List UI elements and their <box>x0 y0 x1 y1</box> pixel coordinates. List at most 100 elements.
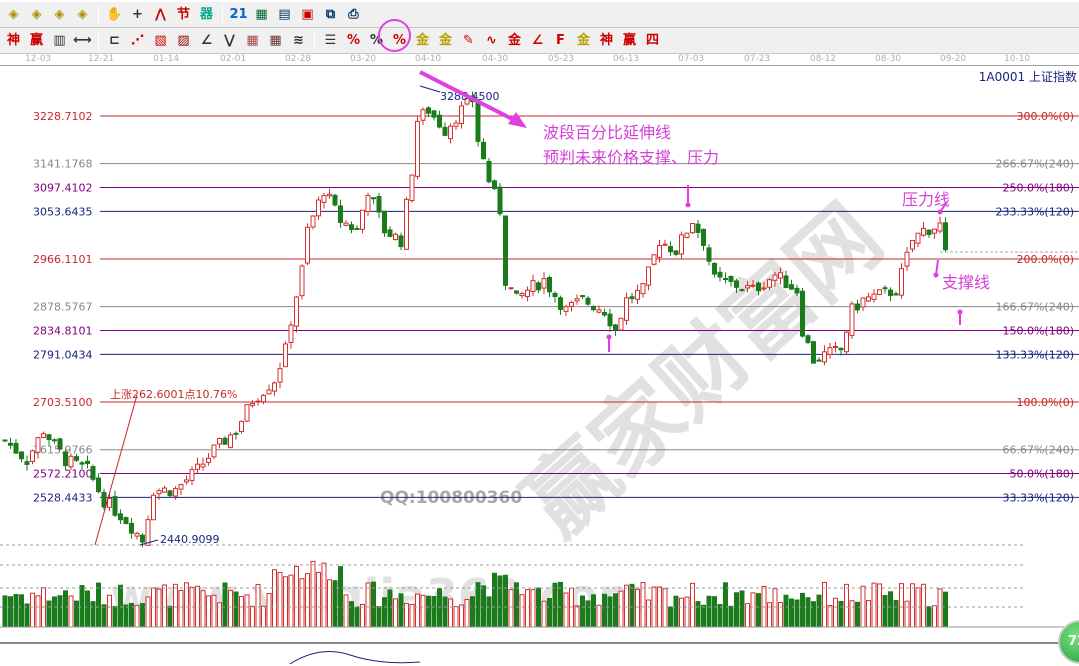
volume-bar <box>151 587 156 628</box>
volume-bar <box>277 571 283 628</box>
angle-fan-icon[interactable]: ∠ <box>531 33 544 48</box>
gold-lines-icon[interactable]: 金 <box>438 33 452 48</box>
candle-body <box>217 438 222 445</box>
candle-body <box>255 400 261 403</box>
section-icon[interactable]: 节 <box>176 7 190 22</box>
candle-body <box>52 439 57 442</box>
candle-body <box>580 295 585 298</box>
parallel-lines-icon[interactable]: ≋ <box>293 33 304 48</box>
gold-box-icon[interactable]: 金 <box>507 33 521 48</box>
candlestick-chart[interactable]: 赢家财富网www.yingjia360.comQQ:1008003603228.… <box>0 66 1079 666</box>
volume-bar <box>112 605 118 628</box>
fan-box-icon[interactable]: ▧ <box>154 33 167 48</box>
wave-icon[interactable]: ⋁ <box>224 33 235 48</box>
candle-body <box>624 297 629 321</box>
volume-bar <box>415 593 420 628</box>
volume-bar <box>365 582 371 628</box>
resistance-label: 压力线 <box>902 190 950 209</box>
candle-body <box>272 382 277 392</box>
move-arrows-icon[interactable]: ◈ <box>54 7 65 22</box>
crosshair-icon[interactable]: + <box>132 7 143 22</box>
volume-bar <box>547 597 552 628</box>
line-draw-icon[interactable]: ⋀ <box>155 7 166 22</box>
candle-body <box>921 227 926 236</box>
volume-bar <box>910 583 915 628</box>
four-angle-icon[interactable]: 四 <box>645 33 659 48</box>
candle-body <box>123 517 129 525</box>
annotation-title: 波段百分比延伸线 <box>543 123 671 142</box>
watermark-qq: QQ:100800360 <box>380 488 522 508</box>
volume-bar <box>937 588 943 628</box>
volume-bar <box>409 603 415 628</box>
candle-body <box>41 433 46 438</box>
small-arrowhead <box>937 209 943 215</box>
pen-icon[interactable]: ✎ <box>463 33 474 48</box>
level-percent-label: 100.0%(0) <box>1016 396 1074 409</box>
fan-lines-icon[interactable]: ⋰ <box>131 33 144 48</box>
candle-body <box>794 287 800 294</box>
date-tick: 08-12 <box>810 54 837 64</box>
volume-bar <box>35 595 41 628</box>
volume-bar <box>816 594 822 628</box>
fan-grid-icon[interactable]: ▨ <box>177 33 190 48</box>
level-lines-icon[interactable]: ☰ <box>324 33 337 48</box>
rise-measure-line <box>94 394 138 546</box>
volume-bar <box>145 596 151 628</box>
ruler-icon[interactable]: ▥ <box>53 33 66 48</box>
candle-body <box>19 451 24 460</box>
grid-icon[interactable]: ▦ <box>246 33 259 48</box>
candle-body <box>442 126 448 136</box>
volume-bar <box>349 601 354 628</box>
gold-angle-icon[interactable]: 金 <box>576 33 590 48</box>
volume-bar <box>371 581 376 628</box>
box-icon[interactable]: ⊏ <box>109 33 120 48</box>
date-axis: 12-03 12-21 01-14 02-01 02-28 03-20 04-10 04-30… <box>0 54 1079 66</box>
date-tick: 10-10 <box>1004 54 1031 64</box>
candle-body <box>360 209 365 230</box>
indicator-icon[interactable]: 器 <box>199 7 213 22</box>
candle-body <box>118 513 123 521</box>
print-icon[interactable]: ⎙ <box>348 7 359 22</box>
network-icon[interactable]: ⧉ <box>325 7 336 22</box>
zoom-in-arrows-icon[interactable]: ◈ <box>8 7 19 22</box>
candle-body <box>778 272 783 279</box>
volume-bar <box>624 584 629 628</box>
volume-bar <box>299 578 305 628</box>
grid-box-icon[interactable]: ▦ <box>269 33 282 48</box>
candle-body <box>173 488 178 497</box>
angle-line-icon[interactable]: ∠ <box>200 33 213 48</box>
calendar-icon[interactable]: 21 <box>229 7 248 22</box>
zoom-out-arrows-icon[interactable]: ◈ <box>31 7 42 22</box>
candle-body <box>459 105 464 124</box>
width-measure-icon[interactable]: ⟷ <box>73 33 92 48</box>
candle-body <box>35 437 41 453</box>
volume-bar <box>46 600 52 628</box>
candle-body <box>96 477 101 493</box>
gold-circle-icon[interactable]: 金 <box>415 33 429 48</box>
candle-body <box>756 282 761 292</box>
volume-bar <box>580 595 585 628</box>
percent-slash-icon[interactable]: % <box>346 33 361 48</box>
volume-bar <box>74 600 79 628</box>
date-tick: 07-03 <box>678 54 705 64</box>
candle-body <box>222 437 228 445</box>
save-icon[interactable]: ▣ <box>301 7 314 22</box>
hand-icon[interactable]: ✋ <box>106 7 123 22</box>
f-angle-icon[interactable]: F <box>556 33 565 48</box>
volume-bar <box>101 604 107 628</box>
volume-bar <box>228 590 233 628</box>
volume-bar <box>563 592 569 628</box>
win-angle-icon[interactable]: 赢 <box>622 33 636 48</box>
candle-body <box>734 280 739 288</box>
report-icon[interactable]: ▤ <box>278 7 291 22</box>
calculator-icon[interactable]: ▦ <box>255 7 268 22</box>
god-angle-icon[interactable]: 神 <box>599 33 613 48</box>
fibonacci-icon[interactable]: 神 <box>6 33 20 48</box>
gann-icon[interactable]: 赢 <box>29 33 43 48</box>
sine-icon[interactable]: ∿ <box>486 33 497 48</box>
candle-body <box>24 461 30 465</box>
level-price-label: 2528.4433 <box>33 491 93 504</box>
volume-bar <box>728 605 734 628</box>
expand-arrows-icon[interactable]: ◈ <box>77 7 88 22</box>
volume-bar <box>140 603 145 628</box>
